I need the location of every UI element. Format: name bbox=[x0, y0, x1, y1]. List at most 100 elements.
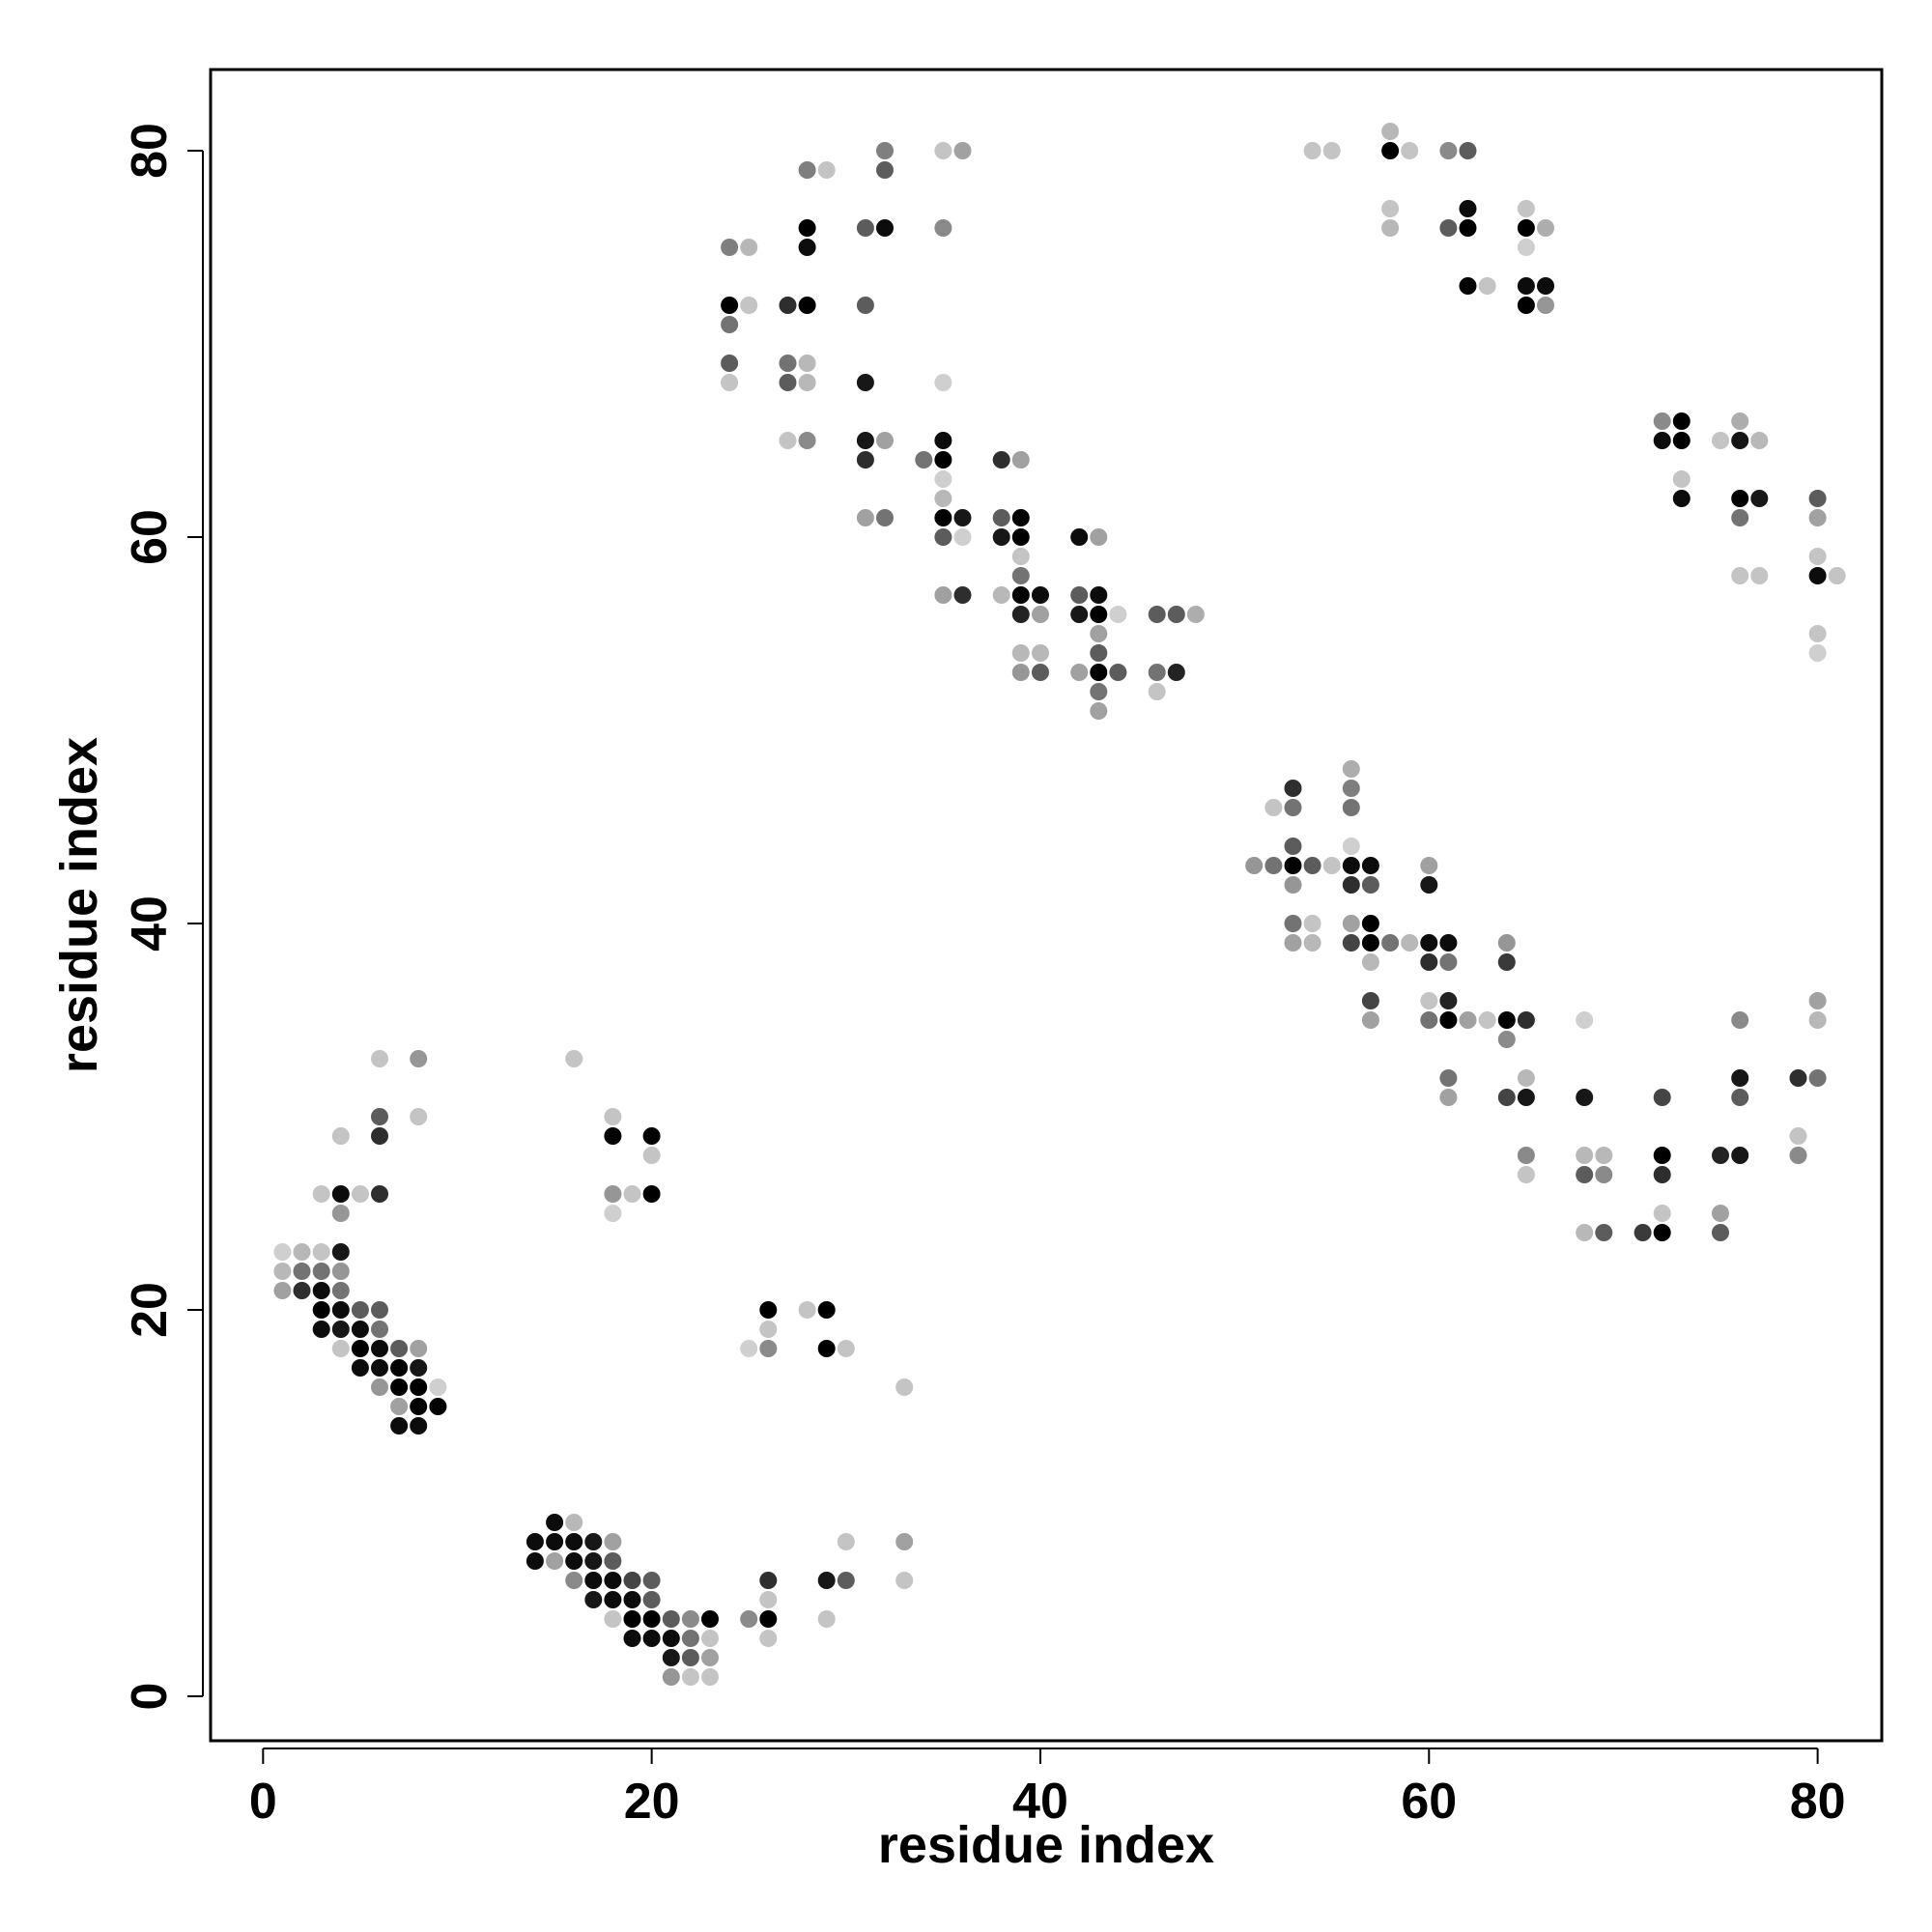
data-point bbox=[1401, 142, 1419, 159]
data-point bbox=[701, 1610, 719, 1628]
data-point bbox=[837, 1340, 855, 1357]
data-point bbox=[642, 1127, 661, 1145]
data-point bbox=[1672, 490, 1690, 507]
data-point bbox=[1595, 1166, 1613, 1183]
data-point bbox=[759, 1610, 778, 1628]
data-point bbox=[1264, 857, 1283, 874]
data-point bbox=[1808, 567, 1827, 584]
data-point bbox=[934, 586, 952, 604]
data-point bbox=[623, 1185, 641, 1203]
data-point bbox=[953, 586, 972, 604]
data-point bbox=[1090, 528, 1108, 546]
data-point bbox=[1808, 625, 1827, 642]
data-point bbox=[604, 1591, 622, 1608]
data-point bbox=[1186, 606, 1205, 623]
data-point bbox=[992, 451, 1010, 469]
data-point bbox=[351, 1321, 369, 1338]
data-point bbox=[1381, 200, 1400, 217]
data-point bbox=[798, 374, 816, 391]
data-point bbox=[1361, 1011, 1379, 1029]
data-point bbox=[740, 239, 758, 256]
y-tick-label: 20 bbox=[122, 1282, 178, 1338]
data-point bbox=[1517, 1166, 1535, 1183]
data-point bbox=[1303, 857, 1321, 874]
data-point bbox=[1342, 780, 1360, 797]
data-point bbox=[1517, 1147, 1535, 1164]
data-point bbox=[662, 1668, 680, 1686]
data-point bbox=[1731, 432, 1749, 449]
x-tick-label: 0 bbox=[249, 1774, 277, 1830]
y-axis-label: residue index bbox=[50, 737, 108, 1073]
data-point bbox=[371, 1108, 388, 1125]
data-point bbox=[312, 1321, 330, 1338]
data-point bbox=[856, 297, 874, 314]
data-point bbox=[410, 1108, 428, 1125]
data-point bbox=[1245, 857, 1264, 874]
data-point bbox=[992, 586, 1010, 604]
data-point bbox=[429, 1378, 447, 1396]
data-point bbox=[410, 1398, 428, 1415]
data-point bbox=[798, 161, 816, 179]
data-point bbox=[759, 1340, 778, 1357]
data-point bbox=[1361, 934, 1379, 952]
data-point bbox=[1284, 915, 1302, 932]
data-point bbox=[798, 432, 816, 449]
data-point bbox=[1342, 934, 1360, 952]
data-point bbox=[1439, 992, 1458, 1009]
data-point bbox=[1517, 239, 1535, 256]
data-point bbox=[371, 1185, 388, 1203]
data-point bbox=[856, 432, 874, 449]
data-point bbox=[1537, 297, 1554, 314]
data-point bbox=[604, 1572, 622, 1589]
data-point bbox=[1459, 1011, 1477, 1029]
data-point bbox=[623, 1610, 641, 1628]
data-point bbox=[779, 432, 797, 449]
data-point bbox=[1808, 509, 1827, 526]
data-point bbox=[371, 1050, 388, 1067]
data-point bbox=[1497, 953, 1516, 971]
data-point bbox=[701, 1668, 719, 1686]
data-point bbox=[798, 239, 816, 256]
data-point bbox=[1497, 934, 1516, 952]
data-point bbox=[662, 1630, 680, 1647]
data-point bbox=[1439, 219, 1458, 237]
data-point bbox=[1653, 432, 1671, 449]
data-point bbox=[1517, 277, 1535, 295]
data-point bbox=[1439, 1011, 1458, 1029]
data-point bbox=[681, 1649, 699, 1666]
data-point bbox=[1342, 760, 1360, 778]
data-point bbox=[1381, 219, 1400, 237]
data-point bbox=[740, 1610, 758, 1628]
data-point bbox=[371, 1301, 388, 1319]
data-point bbox=[565, 1533, 583, 1550]
data-point bbox=[1420, 934, 1438, 952]
data-point bbox=[642, 1572, 661, 1589]
data-point bbox=[1090, 683, 1108, 700]
data-point bbox=[1284, 934, 1302, 952]
data-point bbox=[312, 1185, 330, 1203]
data-point bbox=[565, 1572, 583, 1589]
data-point bbox=[642, 1610, 661, 1628]
data-point bbox=[1712, 432, 1729, 449]
data-point bbox=[1420, 876, 1438, 894]
data-point bbox=[410, 1378, 428, 1396]
data-point bbox=[410, 1340, 428, 1357]
data-point bbox=[1828, 567, 1846, 584]
data-point bbox=[1381, 934, 1400, 952]
data-point bbox=[798, 297, 816, 314]
data-point bbox=[312, 1282, 330, 1299]
data-point bbox=[1011, 664, 1030, 681]
data-point bbox=[1808, 1069, 1827, 1087]
data-point bbox=[1420, 1011, 1438, 1029]
data-point bbox=[1303, 934, 1321, 952]
data-point bbox=[390, 1359, 409, 1377]
data-point bbox=[779, 355, 797, 372]
data-point bbox=[1148, 664, 1166, 681]
x-axis-label: residue index bbox=[878, 1816, 1214, 1874]
data-point bbox=[1731, 412, 1749, 430]
data-point bbox=[681, 1668, 699, 1686]
x-tick-label: 60 bbox=[1401, 1774, 1457, 1830]
data-point bbox=[1459, 142, 1477, 159]
data-point bbox=[1789, 1069, 1807, 1087]
